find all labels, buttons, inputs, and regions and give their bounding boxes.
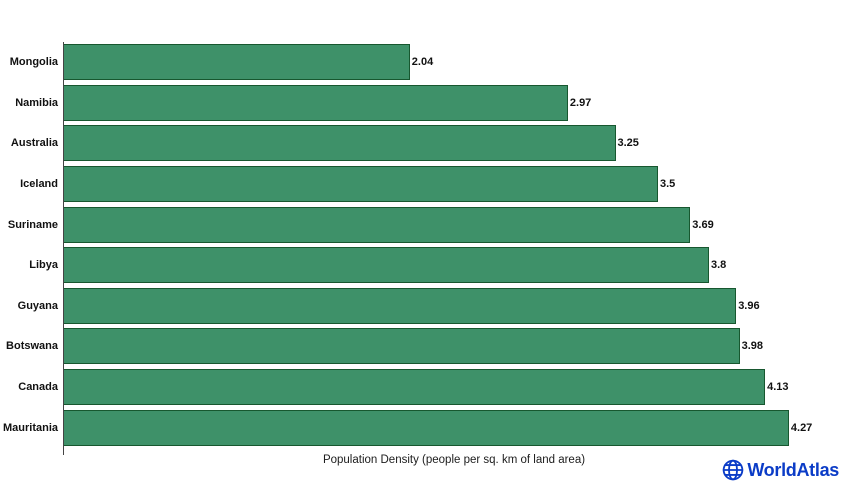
category-label: Iceland: [20, 178, 58, 191]
value-label: 3.5: [660, 178, 676, 191]
bar-row: Australia 3.25: [0, 123, 845, 164]
bar-track: 4.27: [63, 409, 845, 446]
bar-row: Canada 4.13: [0, 367, 845, 408]
bar: [63, 409, 789, 446]
plot-area: Mongolia 2.04 Namibia 2.97 Australia 3.2…: [0, 42, 845, 448]
value-label: 4.13: [767, 381, 789, 394]
bar: [63, 166, 658, 203]
bar-track: 3.8: [63, 247, 845, 284]
bar: [63, 44, 410, 81]
x-axis-label: Population Density (people per sq. km of…: [322, 454, 586, 466]
value-label: 3.96: [738, 299, 760, 312]
y-axis-line: [63, 42, 64, 455]
category-label: Libya: [29, 259, 58, 272]
bar-row: Namibia 2.97: [0, 83, 845, 124]
bar: [63, 328, 740, 365]
bar-track: 3.25: [63, 125, 845, 162]
bar: [63, 369, 766, 406]
bar-row: Iceland 3.5: [0, 164, 845, 205]
category-label: Canada: [18, 381, 58, 394]
bar: [63, 247, 709, 284]
category-label: Namibia: [15, 96, 58, 109]
bar-track: 4.13: [63, 369, 845, 406]
category-label: Mongolia: [9, 56, 58, 69]
bar-row: Botswana 3.98: [0, 326, 845, 367]
bar-track: 2.04: [63, 44, 845, 81]
category-label: Australia: [10, 137, 58, 150]
bar: [63, 287, 737, 324]
bar-row: Guyana 3.96: [0, 286, 845, 327]
value-label: 4.27: [790, 421, 813, 434]
value-label: 3.25: [617, 137, 639, 150]
category-label: Mauritania: [2, 421, 58, 434]
category-label: Botswana: [6, 340, 58, 353]
bar-track: 3.96: [63, 287, 845, 324]
bar-track: 3.69: [63, 206, 845, 243]
bar: [63, 84, 568, 121]
bar-track: 2.97: [63, 84, 845, 121]
bar-track: 3.5: [63, 166, 845, 203]
bar: [63, 125, 616, 162]
logo-text: WorldAtlas: [747, 459, 839, 480]
value-label: 3.69: [692, 218, 714, 231]
bar: [63, 206, 691, 243]
value-label: 3.8: [711, 259, 727, 272]
value-label: 2.97: [569, 96, 592, 109]
value-label: 2.04: [411, 56, 434, 69]
bar-row: Mongolia 2.04: [0, 42, 845, 83]
bar-row: Mauritania 4.27: [0, 407, 845, 448]
bar-row: Libya 3.8: [0, 245, 845, 286]
globe-icon: [723, 459, 744, 481]
category-label: Guyana: [17, 299, 58, 312]
category-label: Suriname: [7, 218, 58, 231]
value-label: 3.98: [741, 340, 764, 353]
bar-track: 3.98: [63, 328, 845, 365]
bar-row: Suriname 3.69: [0, 204, 845, 245]
worldatlas-logo[interactable]: WorldAtlas: [722, 459, 839, 481]
